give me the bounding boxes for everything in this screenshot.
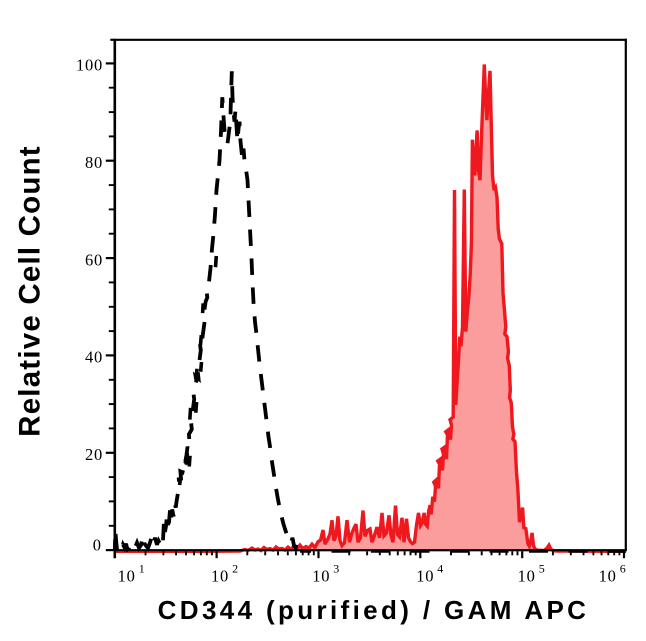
svg-text:101: 10 1 (118, 562, 145, 586)
svg-text:100: 100 (76, 56, 103, 75)
svg-text:CD344 (purified) / GAM APC: CD344 (purified) / GAM APC (158, 595, 590, 625)
svg-text:104: 10 4 (416, 562, 443, 586)
svg-text:40: 40 (85, 348, 103, 367)
svg-text:60: 60 (85, 250, 103, 269)
svg-text:106: 10 6 (599, 562, 626, 586)
svg-text:20: 20 (85, 445, 103, 464)
svg-text:80: 80 (85, 153, 103, 172)
svg-text:103: 10 3 (312, 562, 339, 586)
svg-text:102: 10 2 (211, 562, 238, 586)
svg-text:Relative Cell Count: Relative Cell Count (14, 145, 47, 437)
svg-text:105: 10 5 (518, 562, 545, 586)
svg-text:0: 0 (93, 536, 102, 555)
